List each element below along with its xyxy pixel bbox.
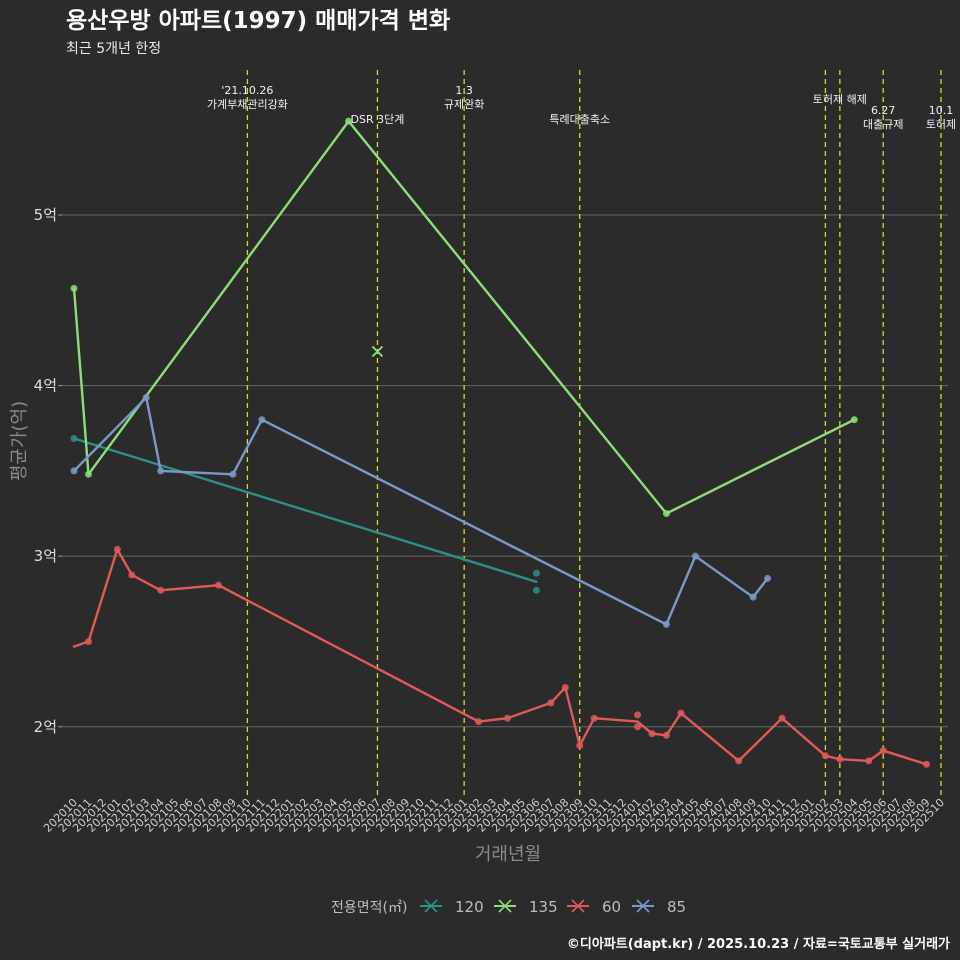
data-point-85 bbox=[70, 467, 78, 475]
x-axis-title: 거래년월 bbox=[475, 844, 541, 865]
data-point-85 bbox=[749, 593, 757, 601]
event-label: 6.27 bbox=[871, 104, 896, 117]
chart-subtitle: 최근 5개년 한정 bbox=[66, 41, 161, 57]
data-point-60 bbox=[634, 723, 642, 731]
data-point-60 bbox=[590, 714, 598, 722]
y-tick-label: 2억 bbox=[34, 718, 57, 736]
x-axis-ticks: 2020102020112020122021012021022021032021… bbox=[41, 796, 947, 835]
event-label: '21.10.26 bbox=[221, 84, 273, 97]
data-point-135 bbox=[662, 510, 670, 518]
data-point-135 bbox=[850, 416, 858, 424]
data-point-120 bbox=[70, 434, 78, 442]
data-point-135 bbox=[84, 470, 92, 478]
legend-key-cross-60 bbox=[571, 899, 585, 913]
data-point-85 bbox=[691, 552, 699, 560]
data-point-60 bbox=[865, 757, 873, 765]
series-line-120 bbox=[72, 437, 538, 583]
data-point-60 bbox=[561, 684, 569, 692]
series-lines bbox=[72, 119, 928, 766]
series-line-60 bbox=[72, 548, 928, 766]
y-axis-ticks: 2억 3억 4억 5억 bbox=[34, 206, 62, 736]
data-point-60 bbox=[113, 545, 121, 553]
data-point-60 bbox=[677, 709, 685, 717]
event-label: 토허제 bbox=[926, 118, 956, 131]
event-label: 규제완화 bbox=[444, 98, 484, 111]
data-point-60 bbox=[879, 747, 887, 755]
data-point-60 bbox=[547, 699, 555, 707]
data-point-60 bbox=[157, 586, 165, 594]
data-point-60 bbox=[504, 714, 511, 722]
series-points bbox=[70, 117, 931, 768]
data-point-60 bbox=[662, 731, 670, 739]
data-point-85 bbox=[258, 416, 266, 424]
data-point-60 bbox=[128, 571, 136, 579]
legend-label-85: 85 bbox=[667, 898, 686, 916]
y-axis-title: 평균가(억) bbox=[9, 401, 30, 481]
data-point-135 bbox=[70, 284, 78, 292]
data-point-60 bbox=[821, 752, 829, 760]
data-point-60 bbox=[84, 637, 92, 645]
gridlines bbox=[62, 214, 948, 728]
y-tick-label: 4억 bbox=[34, 377, 57, 395]
data-point-60 bbox=[215, 581, 222, 589]
data-point-60 bbox=[923, 760, 931, 768]
data-point-60 bbox=[634, 711, 642, 719]
legend-title: 전용면적(㎡) bbox=[331, 900, 407, 916]
data-point-85 bbox=[229, 470, 237, 478]
y-tick-label: 3억 bbox=[34, 547, 57, 565]
event-label: 대출규제 bbox=[863, 118, 903, 131]
data-point-120 bbox=[532, 569, 540, 577]
data-point-60 bbox=[475, 718, 483, 726]
cross-marker-135 bbox=[371, 345, 384, 358]
data-point-85 bbox=[764, 574, 772, 582]
legend: 전용면적(㎡) 120 135 60 85 bbox=[331, 898, 686, 916]
data-point-85 bbox=[662, 620, 670, 628]
data-point-60 bbox=[576, 742, 584, 750]
data-point-85 bbox=[157, 467, 165, 475]
data-point-60 bbox=[735, 757, 743, 765]
chart-caption: ©디아파트(dapt.kr) / 2025.10.23 / 자료=국토교통부 실… bbox=[567, 936, 950, 952]
event-label: 특례대출축소 bbox=[549, 113, 610, 126]
data-point-60 bbox=[648, 730, 656, 738]
data-point-120 bbox=[532, 586, 540, 594]
event-label: 토허제 해제 bbox=[813, 92, 867, 106]
data-point-85 bbox=[142, 394, 150, 402]
legend-label-120: 120 bbox=[455, 898, 484, 916]
legend-label-135: 135 bbox=[529, 898, 558, 916]
event-label: 1.3 bbox=[455, 84, 473, 97]
y-tick-label: 5억 bbox=[34, 206, 57, 224]
data-point-60 bbox=[778, 714, 786, 722]
legend-key-cross-85 bbox=[636, 899, 650, 913]
event-label: 가계부채관리강화 bbox=[207, 98, 288, 111]
legend-key-cross-120 bbox=[424, 899, 438, 913]
data-point-135 bbox=[345, 117, 353, 125]
event-label: DSR 3단계 bbox=[351, 113, 405, 126]
legend-label-60: 60 bbox=[602, 898, 621, 916]
data-point-60 bbox=[836, 755, 844, 763]
chart-title: 용산우방 아파트(1997) 매매가격 변화 bbox=[66, 8, 450, 34]
legend-key-cross-135 bbox=[498, 899, 512, 913]
event-label: 10.1 bbox=[929, 104, 954, 117]
